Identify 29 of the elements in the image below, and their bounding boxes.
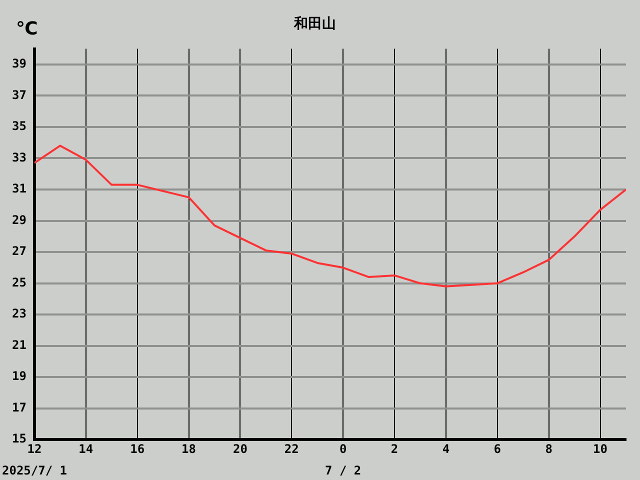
x-tick-label: 6	[494, 442, 502, 456]
y-axis-title: ℃	[16, 18, 38, 40]
y-tick-label: 31	[12, 182, 26, 196]
x-tick-label: 0	[339, 442, 347, 456]
text: 7 / 2	[325, 464, 362, 478]
y-tick-label: 21	[12, 338, 26, 352]
y-tick-label: 35	[12, 119, 26, 134]
chart-title: 和田山	[293, 16, 336, 32]
y-tick-label: 17	[12, 400, 26, 414]
y-tick-label: 37	[12, 88, 26, 102]
x-tick-label: 22	[284, 442, 299, 456]
x-tick-label: 2	[390, 442, 398, 456]
y-tick-label: 39	[12, 56, 26, 71]
y-tick-label: 25	[12, 275, 26, 290]
x-tick-label: 12	[27, 442, 42, 456]
x-tick-label: 8	[545, 442, 552, 456]
y-tick-label: 29	[12, 212, 26, 227]
y-tick-label: 23	[12, 306, 26, 321]
x-tick-label: 16	[130, 442, 145, 456]
x-tick-label: 4	[442, 442, 450, 456]
y-tick-label: 27	[12, 244, 26, 258]
y-tick-label: 15	[12, 432, 26, 446]
text: 2025/7/ 1	[2, 464, 68, 478]
x-tick-label: 20	[232, 442, 248, 456]
y-tick-label: 33	[12, 150, 26, 164]
x-tick-label: 14	[78, 442, 94, 456]
y-tick-label: 19	[12, 369, 26, 384]
x-tick-label: 18	[182, 442, 196, 456]
x-tick-label: 10	[593, 442, 608, 456]
